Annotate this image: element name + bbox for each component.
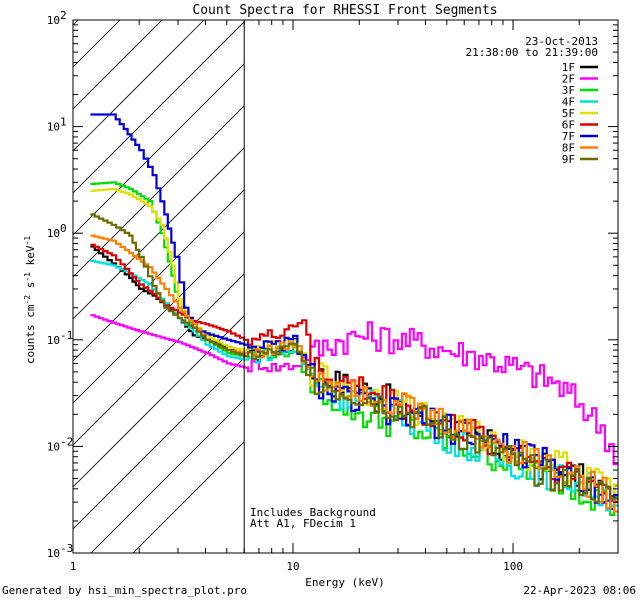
y-tick-exponent: -2: [60, 435, 73, 448]
hatch-line: [73, 20, 205, 152]
hatch-line: [73, 20, 121, 68]
y-tick-label: 10: [47, 121, 60, 134]
legend-label: 1F: [562, 61, 575, 74]
y-tick-exponent: -1: [60, 329, 73, 342]
series-layer: [90, 113, 618, 516]
y-axis-label: counts cm-2 s-1 keV-1: [23, 236, 37, 364]
hatch-line: [73, 21, 245, 194]
hatch-line: [73, 189, 245, 362]
hatch-line: [90, 399, 245, 553]
hatch-line: [73, 63, 245, 236]
x-tick-label: 1: [70, 560, 77, 573]
annotation-line-2: Att A1, FDecim 1: [250, 517, 356, 530]
x-axis-label: Energy (keV): [305, 576, 384, 589]
y-tick-label: 10: [47, 547, 60, 560]
legend-label: 8F: [562, 142, 575, 155]
y-tick-exponent: -3: [60, 542, 73, 555]
hatch-line: [73, 105, 245, 278]
y-tick-exponent: 0: [60, 222, 67, 235]
generator-credit: Generated by hsi_min_spectra_plot.pro: [2, 584, 247, 597]
legend-label: 9F: [562, 153, 575, 166]
legend-label: 7F: [562, 130, 575, 143]
generated-timestamp: 22-Apr-2023 08:06: [523, 584, 636, 597]
plot-frame: [72, 19, 619, 554]
legend-label: 6F: [562, 119, 575, 132]
y-tick-label: 10: [47, 334, 60, 347]
time-range-label: 21:38:00 to 21:39:00: [466, 46, 598, 59]
x-tick-label: 100: [503, 560, 523, 573]
x-tick-label: 10: [286, 560, 299, 573]
hatch-line: [73, 315, 245, 488]
legend-label: 5F: [562, 107, 575, 120]
series-line-2F: [90, 314, 618, 466]
hatch-line: [73, 357, 245, 530]
y-tick-exponent: 1: [60, 116, 67, 129]
legend-label: 4F: [562, 96, 575, 109]
hatch-line: [73, 20, 163, 110]
hatch-line: [73, 273, 245, 446]
y-tick-label: 10: [47, 440, 60, 453]
hatch-line: [132, 441, 245, 553]
y-tick-exponent: 2: [60, 9, 67, 22]
legend-label: 2F: [562, 73, 575, 86]
y-tick-label: 10: [47, 14, 60, 27]
series-line-9F: [90, 213, 618, 503]
date-label: 23-Oct-2013: [525, 35, 598, 48]
chart-title: Count Spectra for RHESSI Front Segments: [192, 3, 497, 18]
annotation-line-1: Includes Background: [250, 506, 376, 519]
y-tick-label: 10: [47, 227, 60, 240]
legend-label: 3F: [562, 84, 575, 97]
